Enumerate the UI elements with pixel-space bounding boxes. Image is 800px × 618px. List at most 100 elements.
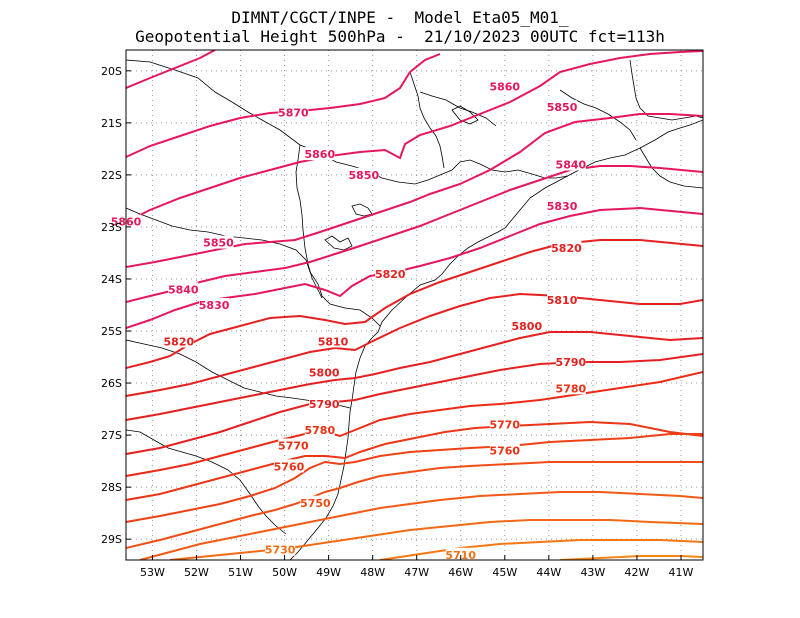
contour-label-bg bbox=[304, 422, 335, 436]
contour-label-bg bbox=[203, 235, 234, 249]
lat-lon-grid bbox=[126, 50, 703, 560]
lon-tick-label: 53W bbox=[140, 566, 165, 579]
reservoir bbox=[451, 105, 479, 125]
lon-tick-label: 49W bbox=[316, 566, 341, 579]
contour-label: 5760 bbox=[274, 460, 305, 473]
state-border bbox=[126, 59, 569, 185]
contour-5750 bbox=[126, 461, 703, 549]
reservoir bbox=[324, 235, 353, 251]
contour-label-bg bbox=[551, 240, 582, 254]
contour-label: 5870 bbox=[278, 106, 309, 119]
lat-tick-label: 21S bbox=[101, 117, 122, 130]
contour-5720 bbox=[379, 539, 703, 560]
lat-tick-label: 26S bbox=[101, 377, 122, 390]
coastline bbox=[289, 119, 703, 560]
reservoir bbox=[351, 203, 373, 217]
contour-5780 bbox=[126, 371, 703, 477]
contour-label-bg bbox=[547, 199, 578, 213]
lon-tick-label: 52W bbox=[184, 566, 209, 579]
lat-tick-label: 22S bbox=[101, 169, 122, 182]
lon-tick-label: 44W bbox=[536, 566, 561, 579]
state-border bbox=[126, 207, 381, 327]
contour-5770 bbox=[126, 420, 703, 501]
axis-ticks: 53W 52W 51W 50W 49W 48W 47W 46W 45W 44W 43W 42W 41W 2… bbox=[101, 65, 694, 579]
contour-5810 bbox=[126, 292, 703, 397]
contour-5730 bbox=[169, 519, 703, 560]
lon-tick-label: 41W bbox=[669, 566, 694, 579]
lat-tick-label: 25S bbox=[101, 325, 122, 338]
contour-label: 5800 bbox=[309, 367, 340, 380]
contour-label: 5830 bbox=[199, 299, 230, 312]
contour-label: 5840 bbox=[556, 158, 587, 171]
contour-label-bg bbox=[273, 459, 304, 473]
map-title-line1: DIMNT/CGCT/INPE - Model Eta05_M01_ bbox=[231, 8, 569, 27]
contour-label-bg bbox=[309, 365, 340, 379]
contour-label-bg bbox=[555, 355, 586, 369]
contour-5870 bbox=[126, 50, 216, 89]
contour-label: 5820 bbox=[551, 242, 582, 255]
contour-label-bg bbox=[375, 266, 406, 280]
contour-label-bg bbox=[265, 542, 296, 556]
contour-label: 5760 bbox=[489, 445, 520, 458]
contour-label: 5810 bbox=[318, 335, 349, 348]
map-title-line2: Geopotential Height 500hPa - 21/10/2023 … bbox=[135, 27, 665, 46]
contour-label-bg bbox=[489, 79, 520, 93]
contour-5740 bbox=[139, 491, 703, 560]
lon-tick-label: 47W bbox=[404, 566, 429, 579]
contour-label: 5860 bbox=[489, 80, 520, 93]
contour-5870b bbox=[126, 53, 441, 158]
contour-label-bg bbox=[168, 282, 199, 296]
contour-label: 5840 bbox=[168, 283, 199, 296]
contour-label-bg bbox=[304, 147, 335, 161]
contour-label: 5790 bbox=[309, 398, 340, 411]
contour-label-bg bbox=[555, 157, 586, 171]
contour-label-bg bbox=[163, 334, 194, 348]
contour-5840 bbox=[126, 165, 703, 303]
contour-5800 bbox=[126, 331, 703, 421]
lat-tick-label: 23S bbox=[101, 221, 122, 234]
contour-label: 5820 bbox=[375, 268, 406, 281]
contour-label: 5820 bbox=[164, 335, 195, 348]
contour-label: 5810 bbox=[547, 294, 578, 307]
lat-tick-label: 28S bbox=[101, 481, 122, 494]
lon-tick-label: 42W bbox=[624, 566, 649, 579]
lon-tick-label: 45W bbox=[492, 566, 517, 579]
contour-label-bg bbox=[547, 100, 578, 114]
lat-tick-label: 20S bbox=[101, 65, 122, 78]
state-border bbox=[559, 89, 637, 141]
contour-label: 5850 bbox=[203, 237, 234, 250]
lat-tick-label: 27S bbox=[101, 429, 122, 442]
contour-label-bg bbox=[199, 298, 230, 311]
contour-5820 bbox=[126, 239, 703, 369]
lon-tick-label: 46W bbox=[448, 566, 473, 579]
contour-label: 5770 bbox=[278, 440, 309, 453]
contour-label-bg bbox=[445, 547, 476, 561]
contour-label: 5860 bbox=[304, 148, 335, 161]
lon-tick-label: 51W bbox=[228, 566, 253, 579]
contour-label-bg bbox=[278, 105, 309, 119]
contour-label-bg bbox=[300, 495, 331, 509]
lon-tick-label: 43W bbox=[580, 566, 605, 579]
contour-label-bg bbox=[309, 396, 340, 410]
contour-label: 5750 bbox=[300, 497, 331, 510]
contour-label-bg bbox=[318, 334, 349, 348]
state-border bbox=[639, 147, 703, 189]
contour-label: 5850 bbox=[349, 169, 380, 182]
contour-label: 5770 bbox=[489, 419, 520, 432]
map-frame bbox=[125, 49, 704, 561]
contour-5710 bbox=[559, 555, 703, 560]
lon-tick-label: 48W bbox=[360, 566, 385, 579]
contour-label-bg bbox=[489, 443, 520, 457]
lat-tick-label: 29S bbox=[101, 533, 122, 546]
river bbox=[419, 91, 497, 127]
contour-label: 5780 bbox=[304, 424, 335, 437]
state-border bbox=[295, 144, 323, 299]
state-border bbox=[629, 59, 703, 121]
contour-label: 5790 bbox=[556, 356, 587, 369]
contour-label: 5780 bbox=[556, 382, 587, 395]
contour-label-bg bbox=[547, 292, 578, 306]
coastline-and-borders bbox=[126, 59, 703, 560]
lon-tick-label: 50W bbox=[272, 566, 297, 579]
lat-tick-label: 24S bbox=[101, 273, 122, 286]
